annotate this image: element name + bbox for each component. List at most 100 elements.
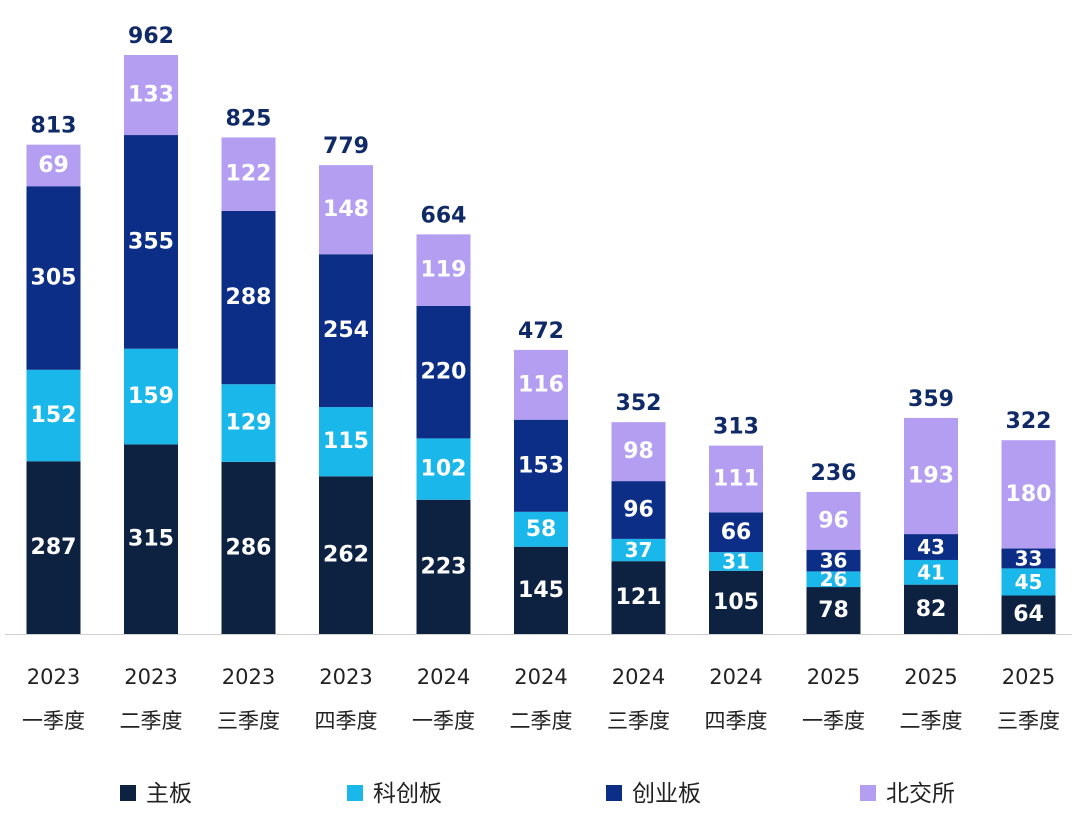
- bar-segment: [904, 417, 958, 535]
- data-label: 102: [421, 457, 467, 482]
- data-label: 121: [616, 585, 662, 610]
- data-label: 153: [518, 453, 564, 478]
- total-label: 779: [323, 134, 369, 159]
- data-label: 180: [1006, 482, 1052, 507]
- x-tick-label-quarter: 四季度: [705, 709, 768, 733]
- data-label: 254: [323, 318, 369, 343]
- data-label: 45: [1015, 570, 1043, 594]
- x-tick-label-year: 2025: [1002, 665, 1055, 689]
- data-label: 33: [1015, 546, 1043, 570]
- bar-segment: [514, 511, 568, 547]
- total-label: 313: [713, 415, 759, 440]
- data-label: 41: [917, 560, 945, 584]
- bar-segment: [416, 305, 471, 439]
- bar-segment: [124, 348, 178, 445]
- data-label: 64: [1013, 602, 1044, 627]
- bar-segment: [26, 369, 81, 462]
- data-label: 145: [518, 578, 564, 603]
- bar-segment: [709, 512, 763, 553]
- bar-segment: [416, 234, 471, 306]
- data-label: 119: [421, 258, 467, 283]
- data-label: 43: [917, 535, 945, 559]
- bar-segment: [416, 438, 471, 500]
- bar-segment: [1001, 568, 1056, 596]
- total-label: 825: [226, 106, 272, 131]
- bar-segment: [124, 55, 178, 136]
- legend-label: 主板: [146, 781, 192, 807]
- x-tick-label-quarter: 四季度: [315, 709, 378, 733]
- data-label: 287: [31, 535, 77, 560]
- data-label: 116: [518, 372, 564, 397]
- x-tick-label-year: 2024: [709, 665, 762, 689]
- bar-segment: [709, 570, 763, 634]
- x-tick-label-quarter: 一季度: [412, 709, 475, 733]
- bar-segment: [1001, 548, 1056, 569]
- x-tick-label-quarter: 三季度: [997, 709, 1060, 733]
- x-tick-label-year: 2023: [27, 665, 80, 689]
- data-label: 98: [623, 439, 654, 464]
- data-label: 355: [128, 229, 174, 254]
- x-tick-label-year: 2025: [807, 665, 860, 689]
- bar-segment: [904, 584, 958, 634]
- data-label: 69: [38, 153, 69, 178]
- data-label: 193: [908, 464, 954, 489]
- legend-label: 科创板: [373, 781, 442, 807]
- data-label: 220: [421, 360, 467, 385]
- data-label: 305: [31, 265, 77, 290]
- data-label: 37: [625, 538, 653, 562]
- data-label: 286: [226, 535, 272, 560]
- bar-segment: [514, 419, 568, 512]
- legend-label: 北交所: [886, 781, 955, 807]
- bar-segment: [319, 476, 373, 634]
- bar-segment: [806, 571, 861, 588]
- bar-segment: [611, 481, 666, 539]
- bar-segment: [611, 538, 666, 562]
- x-tick-label-year: 2023: [222, 665, 275, 689]
- data-label: 152: [31, 403, 77, 428]
- bar-segment: [514, 349, 568, 420]
- x-tick-label-quarter: 一季度: [22, 709, 85, 733]
- x-tick-label-quarter: 一季度: [802, 709, 865, 733]
- bar-segment: [1001, 595, 1056, 634]
- total-label: 472: [518, 319, 564, 344]
- total-label: 813: [31, 114, 77, 139]
- x-tick-label-quarter: 三季度: [607, 709, 670, 733]
- total-label: 352: [616, 391, 662, 416]
- bar-segment: [124, 444, 178, 634]
- x-tick-label-quarter: 二季度: [510, 709, 573, 733]
- data-label: 133: [128, 83, 174, 108]
- bar-segment: [904, 534, 958, 560]
- bar-segment: [26, 144, 81, 187]
- x-tick-label-year: 2024: [612, 665, 665, 689]
- bar-segment: [709, 445, 763, 513]
- bar-segment: [221, 384, 276, 462]
- legend-label: 创业板: [632, 781, 701, 807]
- data-label: 122: [226, 162, 272, 187]
- legend-swatch: [347, 785, 363, 801]
- bar-segment: [319, 407, 373, 477]
- bar-segment: [416, 499, 471, 634]
- data-label: 111: [713, 467, 759, 492]
- data-label: 262: [323, 543, 369, 568]
- bar-segment: [904, 559, 958, 585]
- x-tick-label-quarter: 二季度: [900, 709, 963, 733]
- bar-segment: [806, 549, 861, 572]
- legend-swatch: [606, 785, 622, 801]
- data-label: 66: [721, 520, 752, 545]
- bar-segment: [709, 552, 763, 571]
- bar-segment: [319, 254, 373, 408]
- bar-segment: [806, 587, 861, 634]
- bar-segment: [1001, 440, 1056, 549]
- data-label: 82: [916, 597, 947, 622]
- x-tick-label-year: 2024: [514, 665, 567, 689]
- bar-segment: [611, 422, 666, 482]
- data-label: 36: [820, 549, 848, 573]
- bar-segment: [26, 186, 81, 370]
- x-tick-label-year: 2024: [417, 665, 470, 689]
- total-label: 236: [811, 461, 857, 486]
- bar-segment: [514, 546, 568, 634]
- total-label: 359: [908, 387, 954, 412]
- total-label: 664: [421, 203, 467, 228]
- bar-segment: [221, 210, 276, 385]
